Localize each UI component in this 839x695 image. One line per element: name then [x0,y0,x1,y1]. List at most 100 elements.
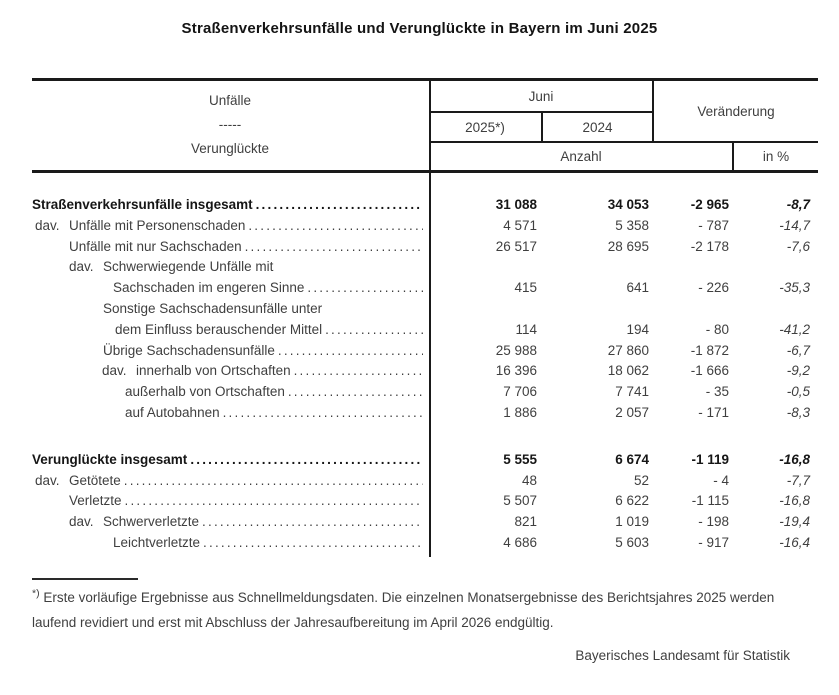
cell-v2025: 5 555 [503,451,537,467]
cell-v2024: 6 674 [615,451,649,467]
year-row-underline [430,141,818,143]
dot-leader: ........................................… [202,514,423,530]
cell-v2024: 7 741 [615,384,649,400]
cell-pct: -16,8 [779,493,810,509]
table-row: Verunglückte insgesamt..................… [32,450,818,471]
header-month-group: Juni [528,88,554,104]
table-row: auf Autobahnen..........................… [32,403,818,424]
dot-leader: ........................................… [307,280,423,296]
cell-v2025: 5 507 [503,493,537,509]
cell-diff: -2 965 [690,197,729,212]
cell-v2024: 5 603 [615,534,649,550]
cell-v2024: 27 860 [607,342,649,358]
cell-v2025: 48 [521,472,537,488]
dot-leader: ........................................… [287,384,423,400]
cell-v2025: 4 686 [503,534,537,550]
section-accidents: Straßenverkehrsunfälle insgesamt........… [32,195,818,424]
table-row: Sonstige Sachschadensunfälle unter [32,299,818,320]
dot-leader: ........................................… [123,472,423,488]
table-row: Straßenverkehrsunfälle insgesamt........… [32,195,818,216]
row-prefix: dav. [35,217,60,233]
header-label-line1: Unfälle [208,93,252,108]
cell-v2024: 34 053 [607,197,649,212]
cell-v2024 [542,299,653,320]
cell-pct: -14,7 [779,217,810,233]
dot-leader: ........................................… [203,534,423,550]
cell-v2024: 6 622 [615,493,649,509]
cell-diff: - 80 [705,321,729,337]
year-columns-separator [541,113,543,141]
row-label: auf Autobahnen..........................… [32,403,430,424]
cell-diff: -1 119 [691,451,729,467]
table-row: dav. Schwerverletzte.....................… [32,512,818,533]
row-label: dav. Getötete............................… [32,471,430,492]
header-row-label: Unfälle ----- Verunglückte [32,81,428,169]
header-label-divider: ----- [218,117,242,132]
cell-diff: - 787 [698,217,729,233]
row-label-text: dem Einfluss berauschender Mittel [115,321,323,337]
change-column-separator [652,78,654,143]
row-label-text: Schwerverletzte [103,514,200,530]
row-label-text: Leichtverletzte [113,534,201,550]
row-label-text: Straßenverkehrsunfälle insgesamt [32,197,253,212]
cell-v2024: 2 057 [615,404,649,420]
cell-diff: - 35 [705,384,729,400]
row-label: Verunglückte insgesamt..................… [32,450,430,471]
row-label-text: Unfälle mit Personenschaden [69,217,246,233]
row-prefix: dav. [69,514,94,530]
row-label: dav. Schwerwiegende Unfälle mit [32,257,430,278]
row-label-text: Schwerwiegende Unfälle mit [103,259,274,275]
cell-pct: -6,7 [786,342,810,358]
row-label-text: Unfälle mit nur Sachschaden [69,238,242,254]
header-label-line3: Verunglückte [190,141,270,156]
row-label: Leichtverletzte.........................… [32,533,430,554]
table-row: Unfälle mit nur Sachschaden.............… [32,237,818,258]
cell-v2025: 1 886 [503,404,537,420]
table-row: Sachschaden im engeren Sinne............… [32,278,818,299]
cell-pct: -41,2 [779,321,810,337]
cell-diff: -1 115 [691,493,729,509]
dot-leader: ........................................… [277,342,423,358]
cell-v2025: 16 396 [495,363,537,379]
cell-pct: -16,8 [779,451,810,467]
row-prefix: dav. [102,363,127,379]
cell-v2025: 26 517 [495,238,537,254]
header-change-group: Veränderung [697,103,775,119]
cell-v2024: 641 [626,280,649,296]
row-label: dav. innerhalb von Ortschaften...........… [32,361,430,382]
row-label: Straßenverkehrsunfälle insgesamt........… [32,195,430,216]
label-column-separator [429,78,431,557]
dot-leader: ........................................… [124,493,423,509]
row-label: dem Einfluss berauschender Mittel.......… [32,320,430,341]
table-row: Leichtverletzte.........................… [32,533,818,554]
row-label-text: Getötete [69,472,121,488]
cell-v2025: 25 988 [495,342,537,358]
row-prefix: dav. [35,472,60,488]
footnote-rule [32,578,138,580]
dot-leader: ........................................… [222,404,423,420]
row-label: außerhalb von Ortschaften...............… [32,382,430,403]
row-label: Verletzte...............................… [32,491,430,512]
row-label: Übrige Sachschadensunfälle..............… [32,341,430,362]
header-unit-percent: in % [762,149,790,164]
footnote-marker: *) [32,587,40,600]
dot-leader: ........................................… [244,238,423,254]
cell-diff: - 171 [698,404,729,420]
cell-diff [653,299,733,320]
cell-pct: -19,4 [779,514,810,530]
cell-pct: -35,3 [779,280,810,296]
row-label-text: Übrige Sachschadensunfälle [103,342,275,358]
header-bottom-border [32,170,818,173]
table-row: dem Einfluss berauschender Mittel.......… [32,320,818,341]
row-label-text: Sonstige Sachschadensunfälle unter [103,300,323,316]
table-row: dav. Getötete............................… [32,471,818,492]
row-label-text: Verunglückte insgesamt [32,451,188,467]
cell-v2025: 4 571 [503,217,537,233]
row-label-text: auf Autobahnen [125,404,220,420]
header-year-2024: 2024 [582,119,613,135]
row-label: Unfälle mit nur Sachschaden.............… [32,237,430,258]
cell-pct: -16,4 [779,534,810,550]
row-label: dav. Schwerverletzte.....................… [32,512,430,533]
table-row: außerhalb von Ortschaften...............… [32,382,818,403]
